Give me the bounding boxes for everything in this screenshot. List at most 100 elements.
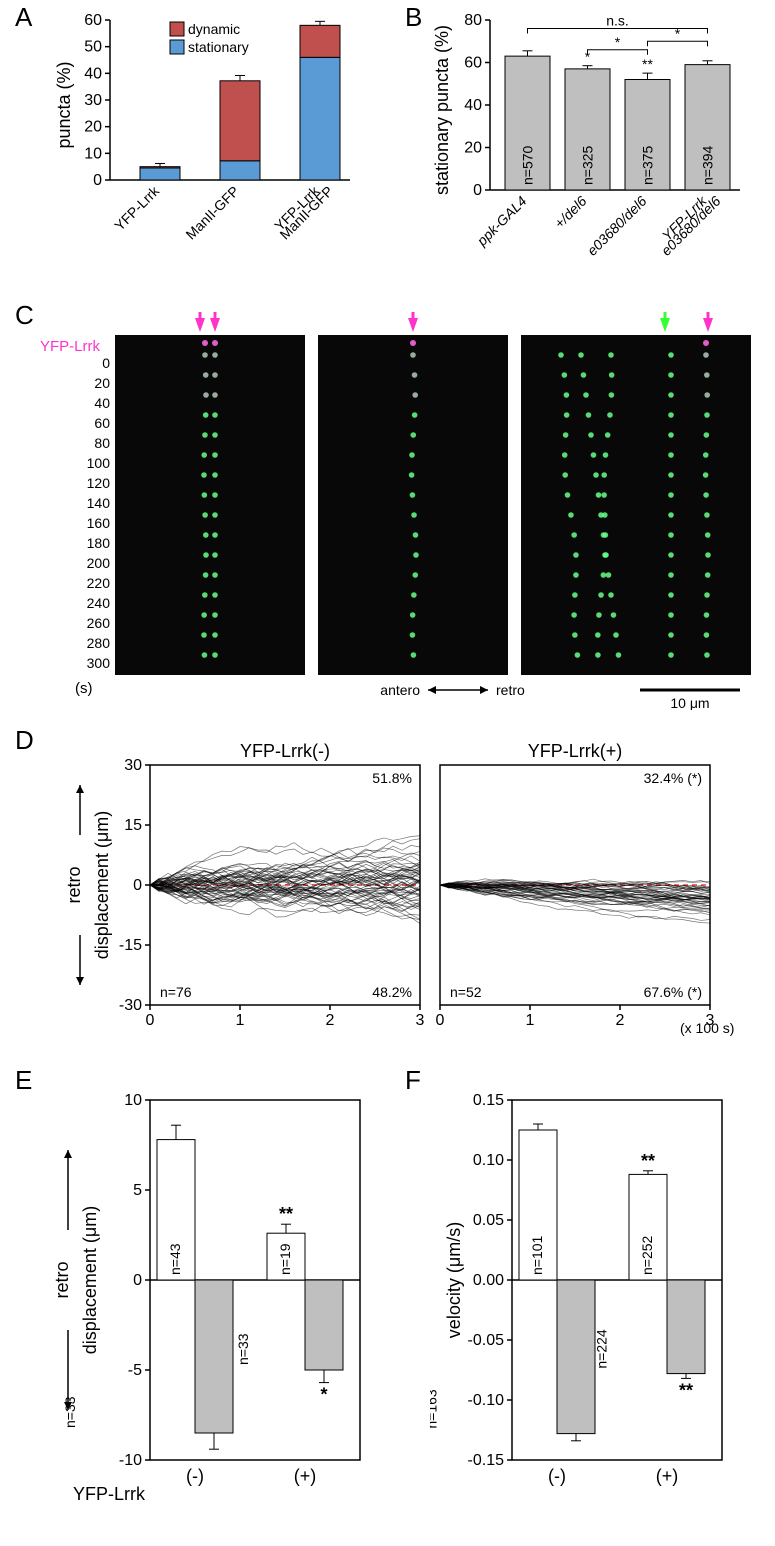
svg-text:-15: -15	[119, 937, 142, 954]
svg-text:n=33: n=33	[62, 1396, 78, 1428]
svg-text:displacement (μm): displacement (μm)	[80, 1206, 100, 1354]
svg-text:n=252: n=252	[639, 1235, 655, 1275]
svg-text:YFP-Lrrk(-): YFP-Lrrk(-)	[240, 741, 330, 761]
svg-text:(+): (+)	[656, 1466, 679, 1486]
svg-text:n=43: n=43	[167, 1243, 183, 1275]
panel-e-label: E	[15, 1065, 32, 1096]
svg-text:0.00: 0.00	[473, 1272, 504, 1289]
svg-text:1: 1	[236, 1012, 245, 1029]
svg-text:3: 3	[416, 1012, 425, 1029]
svg-text:-5: -5	[128, 1362, 142, 1379]
svg-text:(-): (-)	[186, 1466, 204, 1486]
panel-c-label: C	[15, 300, 34, 331]
svg-text:0: 0	[93, 172, 102, 189]
svg-text:0: 0	[146, 1012, 155, 1029]
panel-d-chart: retro displacement (μm) antero -30-15015…	[60, 735, 750, 1045]
panel-a-chart: 0102030405060 puncta (%) YFP-LrrkManII-G…	[50, 10, 380, 280]
svg-text:antero: antero	[380, 682, 420, 698]
svg-text:ManII-GFP: ManII-GFP	[182, 183, 242, 243]
svg-text:velocity (μm/s): velocity (μm/s)	[444, 1222, 464, 1338]
svg-text:-10: -10	[119, 1452, 142, 1469]
svg-text:60: 60	[464, 55, 482, 72]
svg-text:YFP-Lrrk: YFP-Lrrk	[111, 182, 163, 234]
svg-text:0: 0	[133, 877, 142, 894]
svg-text:n.s.: n.s.	[606, 13, 629, 29]
svg-text:*: *	[320, 1385, 327, 1405]
panel-b-chart: 0 20 40 60 80 stationary puncta (%) n=570 n=3…	[430, 10, 770, 290]
svg-text:0: 0	[133, 1272, 142, 1289]
scale-bar-label: 10 μm	[670, 695, 709, 710]
svg-text:0: 0	[473, 182, 482, 199]
svg-text:dynamic: dynamic	[188, 21, 240, 37]
svg-text:60: 60	[84, 12, 102, 29]
svg-text:0.05: 0.05	[473, 1212, 504, 1229]
svg-text:0: 0	[436, 1012, 445, 1029]
svg-text:n=163: n=163	[430, 1389, 439, 1429]
panel-d-label: D	[15, 725, 34, 756]
svg-text:20: 20	[464, 140, 482, 157]
svg-text:n=394: n=394	[700, 145, 716, 185]
svg-text:30: 30	[84, 92, 102, 109]
panel-e-chart: retro displacement (μm) antero -10-50510…	[50, 1080, 390, 1510]
svg-text:n=52: n=52	[450, 984, 482, 1000]
svg-text:**: **	[679, 1380, 693, 1400]
svg-text:(-): (-)	[548, 1466, 566, 1486]
direction-indicator: antero retro	[380, 682, 525, 698]
svg-text:2: 2	[616, 1012, 625, 1029]
svg-text:n=19: n=19	[277, 1243, 293, 1275]
svg-text:-0.15: -0.15	[468, 1452, 505, 1469]
panel-d-svg: retro displacement (μm) antero -30-15015…	[60, 735, 750, 1045]
svg-text:**: **	[279, 1204, 293, 1224]
svg-text:10: 10	[124, 1092, 142, 1109]
svg-text:+/del6: +/del6	[551, 193, 590, 232]
svg-text:e03680/del6: e03680/del6	[584, 193, 650, 259]
svg-text:(x 100 s): (x 100 s)	[680, 1020, 734, 1036]
svg-text:**: **	[641, 1151, 655, 1171]
svg-text:0.10: 0.10	[473, 1152, 504, 1169]
svg-text:0.15: 0.15	[473, 1092, 504, 1109]
panel-a-svg: 0102030405060 puncta (%) YFP-LrrkManII-G…	[50, 10, 380, 280]
svg-text:67.6% (*): 67.6% (*)	[644, 984, 702, 1000]
svg-text:**: **	[642, 56, 653, 72]
panel-b-ylabel: stationary puncta (%)	[432, 25, 452, 195]
svg-text:40: 40	[84, 65, 102, 82]
svg-text:retro: retro	[52, 1261, 72, 1298]
svg-text:1: 1	[526, 1012, 535, 1029]
svg-text:15: 15	[124, 817, 142, 834]
svg-text:51.8%: 51.8%	[372, 770, 412, 786]
panel-b-svg: 0 20 40 60 80 stationary puncta (%) n=570 n=3…	[430, 10, 770, 290]
svg-text:displacement (μm): displacement (μm)	[92, 811, 112, 959]
svg-text:retro: retro	[64, 866, 84, 903]
panel-a-ylabel: puncta (%)	[54, 61, 74, 148]
svg-text:32.4% (*): 32.4% (*)	[644, 770, 702, 786]
svg-text:stationary: stationary	[188, 39, 249, 55]
svg-text:-30: -30	[119, 997, 142, 1014]
svg-text:-0.05: -0.05	[468, 1332, 505, 1349]
panel-a-legend: dynamic stationary	[170, 21, 249, 55]
svg-text:-0.10: -0.10	[468, 1392, 505, 1409]
panel-e-svg: retro displacement (μm) antero -10-50510…	[50, 1080, 390, 1510]
panel-c-container: YFP-Lrrk 0204060801001201401601802002202…	[40, 310, 760, 710]
svg-text:*: *	[675, 25, 681, 41]
svg-text:20: 20	[84, 119, 102, 136]
svg-text:40: 40	[464, 97, 482, 114]
svg-text:YFP-Lrrk(+): YFP-Lrrk(+)	[528, 741, 623, 761]
svg-text:*: *	[615, 34, 621, 50]
svg-text:n=33: n=33	[235, 1333, 251, 1365]
panel-b-label: B	[405, 2, 422, 33]
svg-text:YFP-Lrrk: YFP-Lrrk	[73, 1484, 146, 1504]
svg-text:48.2%: 48.2%	[372, 984, 412, 1000]
svg-text:n=101: n=101	[529, 1235, 545, 1275]
time-unit: (s)	[75, 680, 93, 697]
svg-text:50: 50	[84, 39, 102, 56]
panel-f-svg: velocity (μm/s) -0.15 -0.10 -0.05 0.00 0.05 0…	[430, 1080, 760, 1510]
svg-text:n=570: n=570	[520, 145, 536, 185]
svg-text:n=76: n=76	[160, 984, 192, 1000]
panel-c-arrows: antero retro 10 μm	[40, 310, 760, 710]
svg-text:(+): (+)	[294, 1466, 317, 1486]
svg-text:30: 30	[124, 757, 142, 774]
svg-text:2: 2	[326, 1012, 335, 1029]
svg-text:ppk-GAL4: ppk-GAL4	[473, 193, 530, 250]
svg-text:80: 80	[464, 12, 482, 29]
svg-text:n=375: n=375	[640, 145, 656, 185]
